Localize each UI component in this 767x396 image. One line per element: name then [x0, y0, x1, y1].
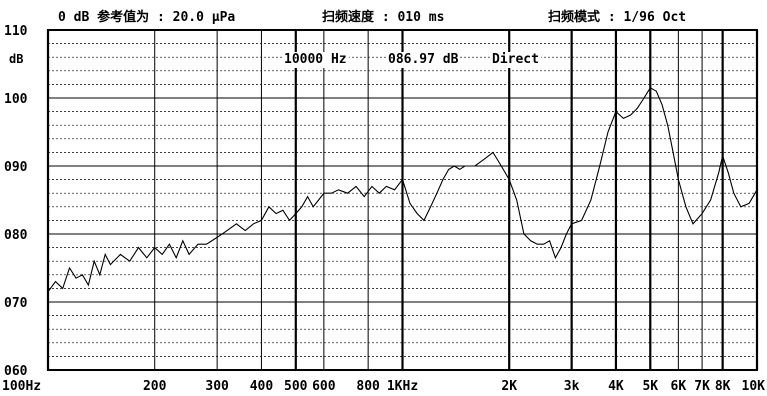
y-tick-label: 090 — [4, 160, 28, 175]
x-tick-label: 6K — [671, 379, 687, 394]
y-tick-label: 100 — [4, 92, 28, 107]
x-tick-label: 200 — [143, 379, 167, 394]
x-tick-label: 7K — [694, 379, 710, 394]
x-tick-label: 1KHz — [387, 379, 418, 394]
response-trace — [47, 87, 758, 293]
x-tick-label: 3k — [564, 379, 580, 394]
x-tick-label: 500 — [284, 379, 308, 394]
x-tick-label: 5K — [642, 379, 658, 394]
major-grid-lines — [46, 29, 759, 371]
x-tick-label: 400 — [250, 379, 274, 394]
x-tick-label: 300 — [205, 379, 229, 394]
x-tick-label: 600 — [312, 379, 336, 394]
x-tick-label: 8K — [715, 379, 731, 394]
y-tick-label: 080 — [4, 228, 28, 243]
freq-readout: 10000 Hz — [282, 52, 349, 68]
level-readout: 086.97 dB — [386, 52, 461, 68]
sweep-mode-label: 扫频模式 : 1/96 Oct — [548, 10, 687, 25]
y-axis-label: dB — [9, 52, 23, 66]
y-tick-label: 060 — [4, 364, 28, 379]
sweep-speed-label: 扫频速度 : 010 ms — [322, 10, 445, 25]
x-tick-label: 100Hz — [2, 379, 41, 394]
x-axis-ticks: 100Hz 200 300 400 500 600 800 1KHz 2K 3k 4K 5K 6K 7K 8… — [2, 379, 765, 394]
mode-readout: Direct — [490, 52, 541, 68]
reference-label: 0 dB 参考值为 : 20.0 μPa — [58, 10, 236, 25]
y-axis-ticks: 110 100 090 080 070 060 — [4, 24, 28, 379]
trace-line — [47, 87, 758, 293]
x-tick-label: 10K — [742, 379, 766, 394]
x-tick-label: 4K — [608, 379, 624, 394]
plot-frame — [47, 29, 758, 371]
y-tick-label: 110 — [4, 24, 28, 39]
x-tick-label: 800 — [356, 379, 380, 394]
y-tick-label: 070 — [4, 296, 28, 311]
x-tick-label: 2K — [501, 379, 517, 394]
